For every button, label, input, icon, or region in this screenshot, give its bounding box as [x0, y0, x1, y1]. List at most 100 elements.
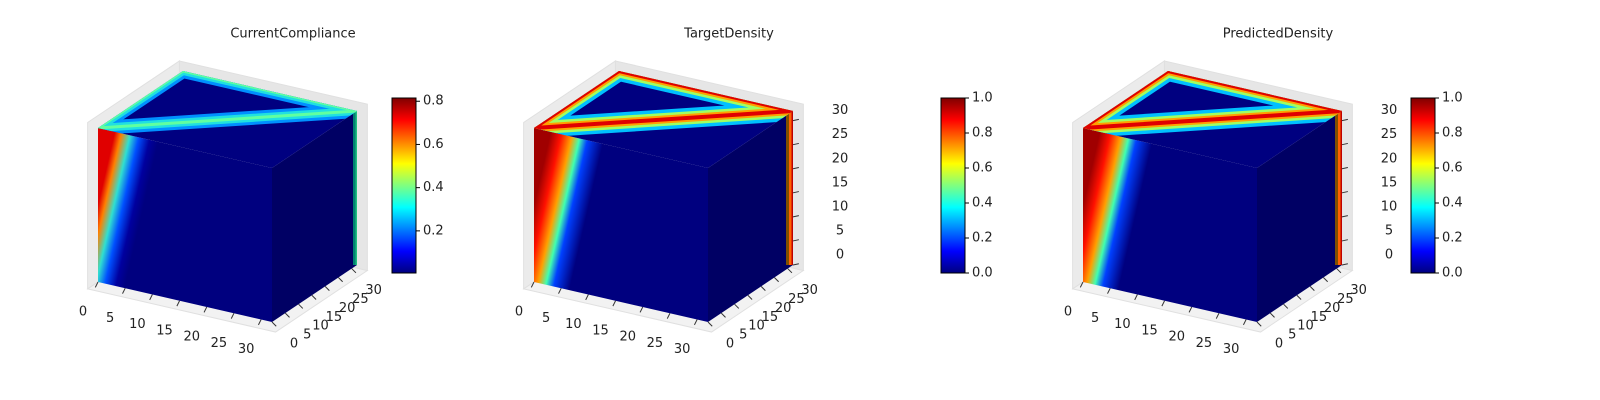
- yticks-mark: [1269, 312, 1275, 318]
- xticks-mark: [639, 306, 644, 313]
- zticks-label: 10: [1381, 199, 1398, 214]
- xticks-label: 25: [211, 336, 228, 351]
- front-face: [1083, 128, 1257, 322]
- yticks-mark: [1256, 321, 1262, 327]
- yticks-label: 15: [762, 310, 779, 325]
- subplot-title: PredictedDensity: [1223, 27, 1334, 42]
- zticks-label: 25: [832, 127, 849, 142]
- yticks-mark: [1336, 268, 1342, 274]
- colorbar-tick-label: 0.8: [423, 94, 444, 109]
- right-face: [1257, 111, 1342, 322]
- xticks-mark: [1188, 306, 1193, 313]
- yticks-label: 20: [1324, 301, 1341, 316]
- zticks-mark: [1341, 239, 1348, 242]
- zticks-label: 15: [1381, 175, 1398, 190]
- xticks-label: 25: [647, 336, 664, 351]
- colorbar-tick-label: 0.2: [1442, 231, 1463, 246]
- colorbar-tick-label: 0.8: [972, 126, 993, 141]
- zticks-mark: [1341, 191, 1348, 194]
- yticks-mark: [271, 321, 277, 327]
- yticks-label: 30: [801, 283, 818, 298]
- colorbar-tick-label: 0.8: [1442, 126, 1463, 141]
- yticks-label: 25: [788, 292, 805, 307]
- colorbar-tick-label: 0.4: [1442, 196, 1463, 211]
- zticks-label: 5: [1385, 223, 1393, 238]
- yticks-mark: [284, 312, 290, 318]
- yticks-mark: [351, 268, 357, 274]
- xticks-label: 0: [79, 305, 87, 320]
- xticks-mark: [1107, 288, 1111, 294]
- yticks-label: 30: [365, 283, 382, 298]
- xticks-label: 25: [1196, 336, 1213, 351]
- zticks-mark: [792, 167, 799, 170]
- zticks-label: 30: [832, 103, 849, 118]
- yticks-mark: [707, 321, 713, 327]
- xticks-mark: [1079, 281, 1084, 288]
- xticks-mark: [257, 319, 262, 326]
- yticks-mark: [1283, 303, 1289, 309]
- xticks-label: 5: [1091, 311, 1099, 326]
- xticks-label: 0: [1064, 305, 1072, 320]
- yticks-label: 5: [303, 328, 311, 343]
- right-face: [272, 111, 357, 322]
- yticks-label: 10: [748, 319, 765, 334]
- yticks-mark: [338, 277, 344, 283]
- colorbar-tick-label: 0.6: [1442, 161, 1463, 176]
- xticks-mark: [693, 319, 698, 326]
- xticks-label: 10: [565, 317, 582, 332]
- colorbar-tick-label: 1.0: [1442, 91, 1463, 106]
- yticks-label: 5: [739, 328, 747, 343]
- xticks-mark: [558, 288, 562, 294]
- yticks-label: 25: [1337, 292, 1354, 307]
- zticks-label: 30: [1381, 103, 1398, 118]
- yticks-mark: [760, 286, 766, 291]
- yticks-mark: [1296, 294, 1302, 300]
- yticks-mark: [774, 277, 780, 283]
- xticks-label: 30: [674, 342, 691, 357]
- xticks-mark: [176, 300, 181, 307]
- yticks-label: 0: [290, 337, 298, 352]
- yticks-label: 25: [352, 292, 369, 307]
- xticks-label: 0: [515, 305, 523, 320]
- zticks-mark: [1341, 263, 1348, 266]
- zticks-mark: [1341, 167, 1348, 170]
- colorbar: [391, 97, 417, 274]
- yticks-label: 5: [1288, 328, 1296, 343]
- zticks-mark: [792, 142, 799, 146]
- top-band: [98, 109, 357, 130]
- colorbar-tick-label: 0.2: [972, 231, 993, 246]
- xticks-mark: [94, 281, 99, 288]
- xticks-label: 5: [106, 311, 114, 326]
- xticks-mark: [230, 313, 235, 319]
- colorbar-tick-label: 0.2: [423, 223, 444, 238]
- xticks-mark: [1134, 294, 1138, 301]
- zticks-mark: [1341, 215, 1348, 218]
- xticks-mark: [1215, 313, 1220, 319]
- yticks-label: 20: [775, 301, 792, 316]
- colorbar: [1410, 97, 1436, 274]
- yticks-label: 10: [312, 319, 329, 334]
- yticks-mark: [734, 303, 740, 309]
- xticks-mark: [1242, 319, 1247, 326]
- xticks-label: 20: [619, 330, 636, 345]
- xticks-label: 10: [1114, 317, 1131, 332]
- colorbar-tick-label: 0.4: [972, 196, 993, 211]
- xticks-label: 15: [592, 323, 609, 338]
- xticks-mark: [1161, 300, 1166, 307]
- xticks-label: 15: [1141, 323, 1158, 338]
- yticks-label: 0: [726, 337, 734, 352]
- zticks-label: 0: [836, 248, 844, 263]
- yticks-label: 15: [1311, 310, 1328, 325]
- top-band: [1083, 109, 1342, 130]
- zticks-label: 10: [832, 199, 849, 214]
- subplot-title: CurrentCompliance: [230, 27, 355, 42]
- front-face: [98, 128, 272, 322]
- zticks-mark: [792, 215, 799, 218]
- zticks-label: 5: [836, 223, 844, 238]
- yticks-label: 10: [1297, 319, 1314, 334]
- yticks-mark: [311, 294, 317, 300]
- xticks-label: 20: [1168, 330, 1185, 345]
- zticks-mark: [1341, 142, 1348, 146]
